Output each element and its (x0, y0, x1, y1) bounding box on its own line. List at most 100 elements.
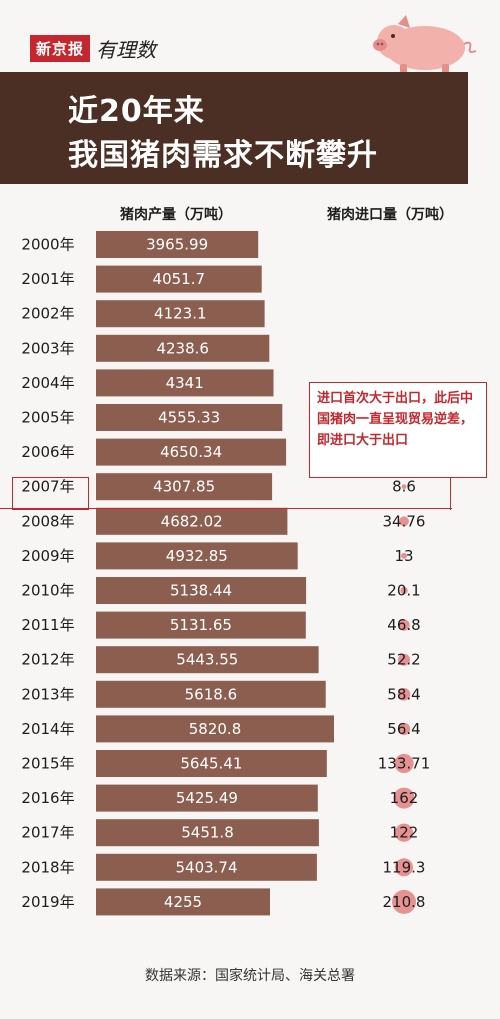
chart: 2000年 3965.99 2001年 4051.7 2002年 4123.1 2003年 4… (21, 231, 431, 916)
year-label: 2006年 (21, 443, 74, 461)
production-value-label: 4682.02 (161, 512, 223, 530)
production-value-label: 4650.34 (160, 443, 222, 461)
import-bubble (394, 753, 414, 774)
pig-icon (373, 15, 477, 73)
year-label: 2004年 (21, 374, 74, 392)
production-bar (96, 542, 298, 570)
highlight-underline (0, 508, 452, 509)
import-value-label: 46.8 (387, 616, 420, 634)
production-value-label: 4238.6 (156, 339, 209, 357)
highlight-year-box (12, 477, 89, 510)
year-label: 2008年 (21, 512, 74, 530)
import-value-label: 52.2 (387, 651, 420, 669)
production-bar (96, 611, 306, 639)
page-title-line2: 我国猪肉需求不断攀升 (68, 138, 378, 173)
production-value-label: 4555.33 (158, 409, 220, 427)
import-bubble (401, 484, 407, 490)
year-label: 2005年 (21, 409, 74, 427)
production-value-label: 5425.49 (176, 789, 238, 807)
production-bar (96, 265, 262, 293)
production-value-label: 4051.7 (153, 270, 206, 288)
import-value-label: 56.4 (387, 720, 420, 738)
year-label: 2018年 (21, 858, 74, 876)
production-value-label: 5451.8 (181, 824, 234, 842)
production-bar (96, 404, 283, 431)
import-bubble (398, 653, 410, 666)
year-label: 2007年 (21, 478, 74, 496)
production-bar (96, 715, 334, 743)
production-value-label: 3965.99 (146, 236, 208, 254)
brand-box: 新京报 (30, 34, 91, 62)
production-bar (96, 646, 319, 674)
import-bubble (401, 552, 407, 559)
year-label: 2000年 (21, 236, 74, 254)
import-bubble (399, 516, 409, 527)
import-value-label: 162 (390, 789, 419, 807)
import-value-label: 210.8 (383, 893, 426, 911)
production-bar (96, 507, 288, 535)
production-value-label: 4341 (166, 374, 204, 392)
import-bubble (395, 858, 413, 877)
year-label: 2016年 (21, 789, 74, 807)
import-bubble (397, 688, 411, 701)
production-bar (96, 473, 273, 501)
year-label: 2012年 (21, 651, 74, 669)
production-value-label: 4932.85 (166, 547, 228, 565)
page-title-line1: 近20年来 (68, 94, 205, 129)
production-value-label: 4255 (164, 893, 202, 911)
year-label: 2017年 (21, 824, 74, 842)
import-value-label: 8.6 (392, 478, 416, 496)
production-bar (96, 369, 274, 397)
production-bar (96, 334, 270, 362)
production-bar (96, 853, 317, 881)
highlight-connector (450, 477, 451, 510)
year-label: 2011年 (21, 616, 74, 634)
import-value-label: 58.4 (387, 685, 420, 703)
import-value-label: 122 (390, 824, 419, 842)
year-label: 2013年 (21, 685, 74, 703)
title-banner (0, 72, 468, 184)
import-value-label: 133.71 (378, 755, 431, 773)
production-value-label: 5443.55 (176, 651, 238, 669)
year-label: 2014年 (21, 720, 74, 738)
import-bubble (394, 823, 414, 842)
production-bar (96, 231, 259, 258)
year-label: 2015年 (21, 755, 74, 773)
year-label: 2002年 (21, 305, 74, 323)
production-bar (96, 888, 270, 916)
production-bar (96, 577, 307, 604)
production-bar (96, 784, 318, 812)
production-column-header: 猪肉产量（万吨） (120, 207, 232, 223)
production-bar (96, 750, 327, 777)
import-value-label: 119.3 (383, 858, 426, 876)
production-value-label: 5820.8 (189, 720, 242, 738)
production-value-label: 4123.1 (154, 305, 207, 323)
callout-note: 进口首次大于出口，此后中国猪肉一直呈现贸易逆差，即进口大于出口 (309, 382, 487, 478)
year-label: 2001年 (21, 270, 74, 288)
year-label: 2009年 (21, 547, 74, 565)
brand-script: 有理数 (96, 37, 157, 62)
import-bubble (397, 722, 411, 736)
production-value-label: 5403.74 (175, 858, 237, 876)
year-label: 2019年 (21, 893, 74, 911)
imports-column-header: 猪肉进口量（万吨） (327, 207, 453, 223)
production-bar (96, 300, 265, 328)
import-value-label: 20.1 (387, 582, 420, 600)
year-label: 2010年 (21, 582, 74, 600)
import-value-label: 34.76 (383, 512, 426, 530)
production-bar (96, 819, 319, 847)
import-bubble (398, 619, 410, 631)
production-value-label: 5645.41 (180, 755, 242, 773)
year-label: 2003年 (21, 339, 74, 357)
import-value-label: 13 (394, 547, 413, 565)
data-source: 数据来源：国家统计局、海关总署 (145, 968, 355, 984)
import-bubble (400, 586, 408, 595)
brand-logo: 新京报 有理数 (30, 34, 156, 62)
production-value-label: 5131.65 (170, 616, 232, 634)
production-bar (96, 438, 287, 466)
import-bubble (393, 787, 415, 809)
production-bar (96, 680, 326, 708)
production-value-label: 5138.44 (170, 582, 232, 600)
production-value-label: 4307.85 (153, 478, 215, 496)
